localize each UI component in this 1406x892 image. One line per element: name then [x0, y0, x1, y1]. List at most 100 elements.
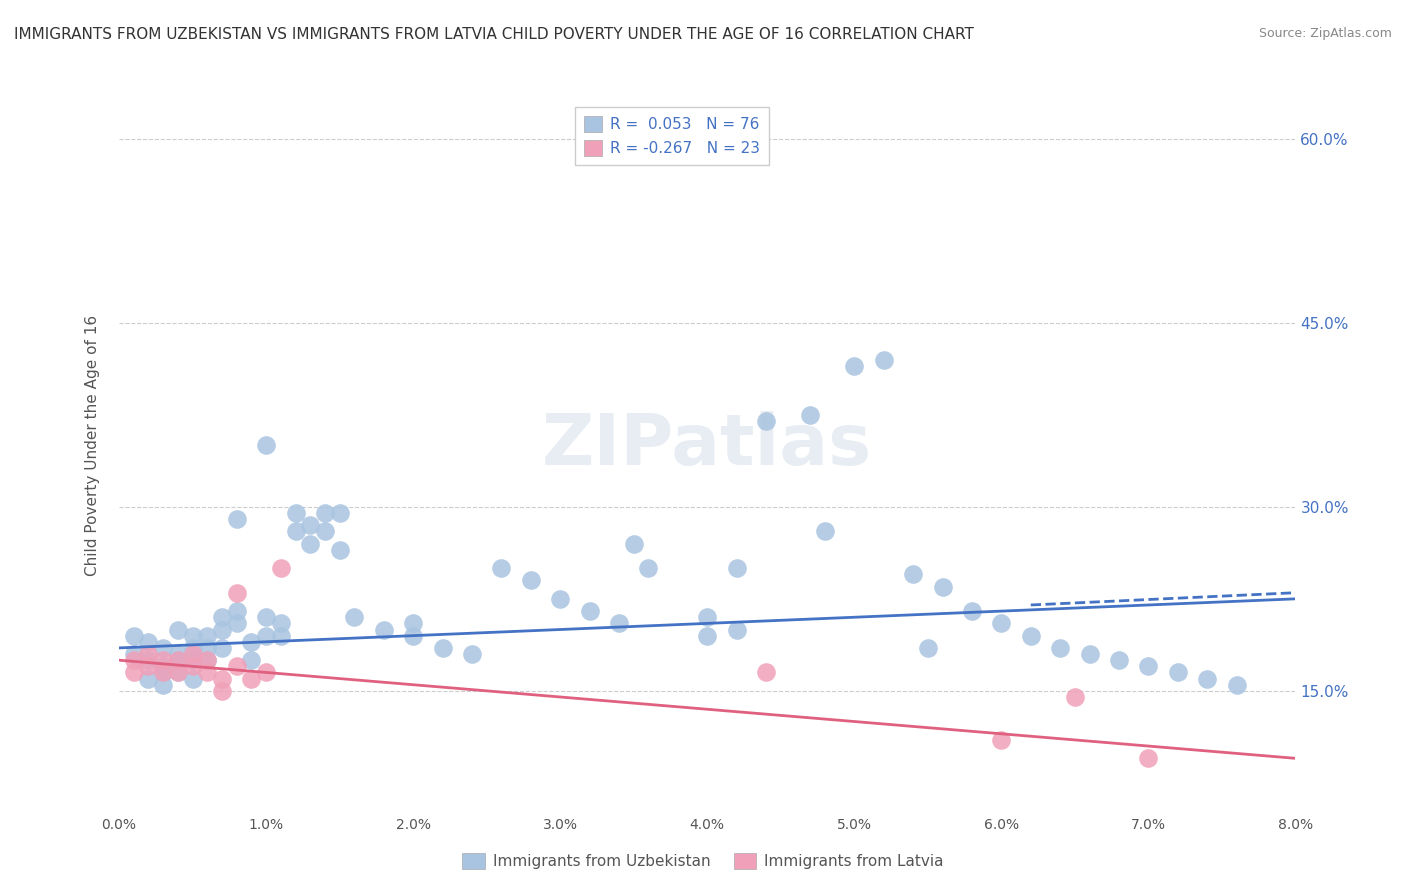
Point [195, 653, 218, 667]
Point [725, 561, 748, 575]
Point [578, 604, 600, 618]
Point [873, 352, 896, 367]
Point [254, 629, 277, 643]
Point [167, 647, 190, 661]
Point [270, 629, 292, 643]
Y-axis label: Child Poverty Under the Age of 16: Child Poverty Under the Age of 16 [86, 315, 100, 576]
Point [152, 665, 174, 680]
Point [138, 647, 160, 661]
Point [990, 733, 1012, 747]
Point [402, 616, 425, 631]
Text: Source: ZipAtlas.com: Source: ZipAtlas.com [1258, 27, 1392, 40]
Point [152, 653, 174, 667]
Point [181, 659, 204, 673]
Point [152, 678, 174, 692]
Point [167, 653, 190, 667]
Point [1063, 690, 1085, 704]
Point [240, 672, 263, 686]
Point [181, 653, 204, 667]
Point [284, 524, 307, 539]
Point [122, 629, 145, 643]
Point [254, 665, 277, 680]
Point [211, 684, 233, 698]
Point [990, 616, 1012, 631]
Point [195, 653, 218, 667]
Point [211, 610, 233, 624]
Point [696, 629, 718, 643]
Point [211, 640, 233, 655]
Point [1078, 647, 1101, 661]
Point [195, 629, 218, 643]
Point [225, 585, 247, 599]
Point [225, 604, 247, 618]
Point [254, 438, 277, 452]
Point [623, 536, 645, 550]
Point [520, 574, 543, 588]
Point [461, 647, 484, 661]
Point [314, 506, 336, 520]
Point [225, 512, 247, 526]
Point [152, 640, 174, 655]
Point [725, 623, 748, 637]
Point [122, 647, 145, 661]
Point [314, 524, 336, 539]
Point [299, 536, 322, 550]
Point [1167, 665, 1189, 680]
Point [225, 659, 247, 673]
Point [167, 653, 190, 667]
Point [122, 665, 145, 680]
Point [211, 672, 233, 686]
Point [167, 665, 190, 680]
Point [299, 518, 322, 533]
Point [1019, 629, 1042, 643]
Point [270, 561, 292, 575]
Point [755, 414, 778, 428]
Point [138, 653, 160, 667]
Point [138, 634, 160, 648]
Point [284, 506, 307, 520]
Point [917, 640, 939, 655]
Point [138, 659, 160, 673]
Point [240, 653, 263, 667]
Point [607, 616, 630, 631]
Point [373, 623, 395, 637]
Point [1137, 659, 1160, 673]
Legend: Immigrants from Uzbekistan, Immigrants from Latvia: Immigrants from Uzbekistan, Immigrants f… [457, 847, 949, 875]
Point [181, 640, 204, 655]
Point [637, 561, 659, 575]
Point [138, 672, 160, 686]
Point [240, 634, 263, 648]
Point [181, 647, 204, 661]
Point [1226, 678, 1249, 692]
Point [254, 610, 277, 624]
Point [931, 580, 953, 594]
Point [167, 623, 190, 637]
Point [548, 591, 571, 606]
Point [270, 616, 292, 631]
Point [1049, 640, 1071, 655]
Point [167, 665, 190, 680]
Point [432, 640, 454, 655]
Legend: R =  0.053   N = 76, R = -0.267   N = 23: R = 0.053 N = 76, R = -0.267 N = 23 [575, 107, 769, 165]
Point [211, 623, 233, 637]
Point [491, 561, 513, 575]
Point [152, 665, 174, 680]
Point [195, 665, 218, 680]
Point [814, 524, 837, 539]
Point [195, 640, 218, 655]
Point [844, 359, 866, 373]
Point [181, 629, 204, 643]
Point [799, 408, 821, 422]
Point [1197, 672, 1219, 686]
Point [329, 506, 352, 520]
Point [901, 567, 924, 582]
Point [152, 659, 174, 673]
Point [960, 604, 983, 618]
Point [402, 629, 425, 643]
Point [1108, 653, 1130, 667]
Point [755, 665, 778, 680]
Text: IMMIGRANTS FROM UZBEKISTAN VS IMMIGRANTS FROM LATVIA CHILD POVERTY UNDER THE AGE: IMMIGRANTS FROM UZBEKISTAN VS IMMIGRANTS… [14, 27, 974, 42]
Point [1137, 751, 1160, 765]
Point [343, 610, 366, 624]
Point [696, 610, 718, 624]
